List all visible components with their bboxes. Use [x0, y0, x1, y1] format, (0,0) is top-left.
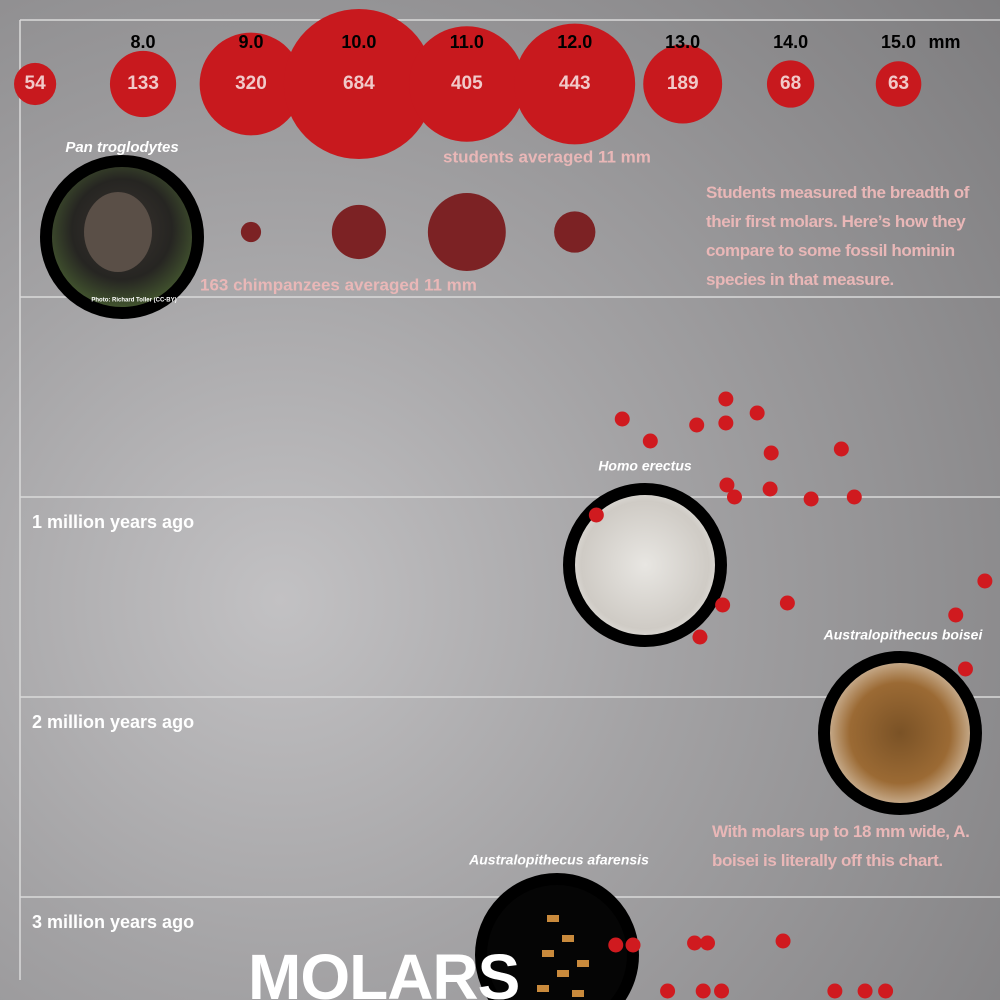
student-bubble [643, 44, 723, 124]
x-tick-label: 13.0 [665, 32, 700, 52]
x-tick-label: 8.0 [131, 32, 156, 52]
fossil-dot [749, 405, 765, 421]
x-tick-label: 10.0 [341, 32, 376, 52]
bubble-label: 443 [559, 73, 591, 94]
x-tick-label: 11.0 [450, 32, 484, 52]
boisei-annotation: With molars up to 18 mm wide, A. boisei … [712, 822, 970, 870]
student-bubble [409, 26, 525, 142]
chimp-bubble [554, 211, 596, 253]
student-bubble [875, 61, 922, 107]
fossil-dot [726, 489, 742, 505]
chimp-bubble [427, 193, 506, 271]
fossil-dot [833, 441, 849, 457]
student-bubble [766, 60, 815, 108]
frame [19, 19, 1000, 980]
x-tick-label: 12.0 [557, 32, 592, 52]
student-bubble [14, 62, 57, 106]
x-unit: mm [929, 32, 961, 52]
fossil-dot [608, 937, 624, 953]
fossil-dot [687, 935, 703, 951]
fossil-dot [977, 573, 993, 589]
fossil-dot [718, 391, 734, 407]
y-tick-label: 1 million years ago [32, 512, 194, 532]
chimp-bubble [331, 204, 386, 260]
fossil-dot [763, 445, 779, 461]
bubble-label: 684 [343, 73, 375, 94]
x-tick-label: 14.0 [773, 32, 808, 52]
student-bubble [283, 8, 434, 160]
fossil-dot [700, 935, 716, 951]
fossil-dot [878, 983, 894, 999]
species-label: Pan troglodytes [65, 139, 178, 156]
fossil-dot [714, 983, 730, 999]
fossil-dot [614, 411, 630, 427]
bone [577, 960, 589, 967]
fossil-dot [948, 607, 964, 623]
bubble-label: 63 [888, 73, 909, 94]
bone [562, 935, 574, 942]
x-tick-label: 9.0 [238, 32, 263, 52]
bone [537, 985, 549, 992]
chimp-bubble [240, 221, 262, 243]
photo-ring [475, 873, 639, 1000]
student-bubble [514, 23, 636, 145]
fossil-dot [719, 477, 735, 493]
bone [572, 990, 584, 997]
fossil-dot [827, 983, 843, 999]
marks: 1 million years ago 2 million years ago 3 … [14, 8, 1000, 1000]
species-label: Homo erectus [598, 458, 692, 474]
fossil-dot [625, 937, 641, 953]
chart-title: MOLARS [248, 941, 519, 1000]
fossil-dot [762, 481, 778, 497]
photo-ring [563, 483, 727, 647]
fossil-dot [779, 595, 795, 611]
chimp-annotation: 163 chimpanzees averaged 11 mm [200, 275, 477, 294]
students-annotation: students averaged 11 mm [443, 147, 651, 166]
fossil-dot [588, 507, 604, 523]
fossil-dot [775, 933, 791, 949]
fossil-dot [715, 597, 731, 613]
fossil-dot [718, 415, 734, 431]
chimp-face [84, 192, 152, 272]
y-tick-label: 3 million years ago [32, 912, 194, 932]
bubble-label: 54 [25, 73, 47, 94]
photo-ring [818, 651, 982, 815]
fossil-dot [957, 661, 973, 677]
bone [542, 950, 554, 957]
fossil-dot [689, 417, 705, 433]
bubble-label: 320 [235, 73, 267, 94]
fossil-dot [695, 983, 711, 999]
fossil-dot [642, 433, 658, 449]
intro-annotation: Students measured the breadth of their f… [706, 183, 970, 289]
x-tick-label: 15.0 [881, 32, 916, 52]
species-label: Australopithecus boisei [823, 627, 984, 643]
photo-credit: Photo: Richard Toller (CC-BY) [91, 298, 176, 304]
bubble-label: 68 [780, 73, 801, 94]
bubble-label: 189 [667, 73, 699, 94]
student-bubble [199, 32, 303, 136]
fossil-dot [857, 983, 873, 999]
student-bubble [109, 50, 177, 118]
bubble-label: 133 [127, 73, 159, 94]
fossil-dot [846, 489, 862, 505]
bone [547, 915, 559, 922]
y-tick-label: 2 million years ago [32, 712, 194, 732]
fossil-dot [660, 983, 676, 999]
bubble-label: 405 [451, 73, 483, 94]
fossil-dot [803, 491, 819, 507]
bone [557, 970, 569, 977]
fossil-dot [692, 629, 708, 645]
species-label: Australopithecus afarensis [468, 852, 649, 868]
